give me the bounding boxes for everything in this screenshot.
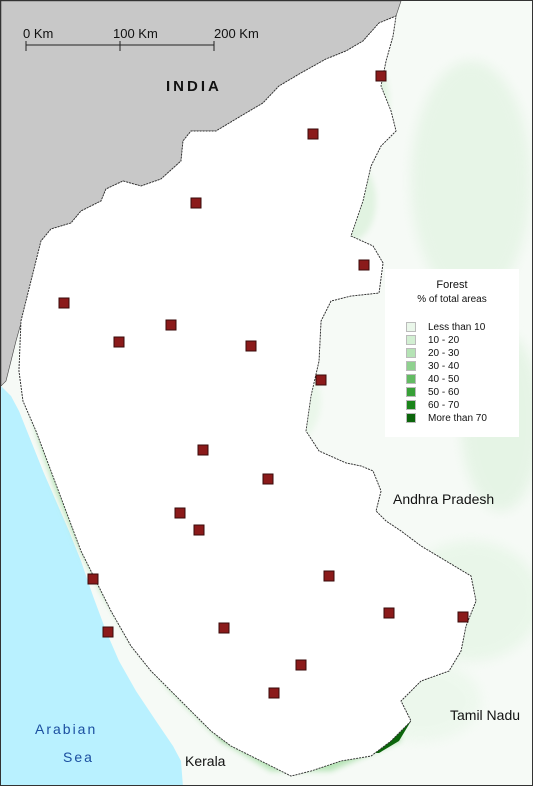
legend-item: More than 70 xyxy=(406,412,487,424)
city-marker xyxy=(190,197,202,209)
label-kerala: Kerala xyxy=(185,753,226,769)
legend-item: 10 - 20 xyxy=(406,334,459,346)
legend-swatch xyxy=(406,335,416,345)
legend-swatch xyxy=(406,348,416,358)
label-india: INDIA xyxy=(166,78,222,95)
city-marker xyxy=(268,687,280,699)
label-sea-1: Arabian xyxy=(35,721,97,737)
city-marker xyxy=(197,444,209,456)
legend-swatch xyxy=(406,322,416,332)
city-marker xyxy=(358,259,370,271)
label-andhra-pradesh: Andhra Pradesh xyxy=(393,491,494,507)
legend-label: 30 - 40 xyxy=(428,360,460,372)
legend-label: Less than 10 xyxy=(428,321,486,333)
city-marker xyxy=(295,659,307,671)
city-markers xyxy=(58,70,469,699)
legend-label: More than 70 xyxy=(428,412,487,424)
legend-item: 50 - 60 xyxy=(406,386,459,398)
city-marker xyxy=(307,128,319,140)
scale-tick-0: 0 Km xyxy=(23,26,53,41)
legend-label: 40 - 50 xyxy=(428,373,460,385)
city-marker xyxy=(323,570,335,582)
city-marker xyxy=(457,611,469,623)
label-tamil-nadu: Tamil Nadu xyxy=(450,707,520,723)
legend-item: 40 - 50 xyxy=(406,373,459,385)
city-marker xyxy=(245,340,257,352)
legend-swatch xyxy=(406,387,416,397)
legend-label: 50 - 60 xyxy=(428,386,460,398)
scale-bar: 0 Km 100 Km 200 Km xyxy=(23,26,259,51)
legend-swatch xyxy=(406,400,416,410)
city-marker xyxy=(218,622,230,634)
city-marker xyxy=(87,573,99,585)
city-marker xyxy=(375,70,387,82)
legend-item: Less than 10 xyxy=(406,321,485,333)
legend-subtitle: % of total areas xyxy=(417,294,487,305)
legend-label: 60 - 70 xyxy=(428,399,460,411)
city-marker xyxy=(262,473,274,485)
scale-tick-200: 200 Km xyxy=(214,26,259,41)
legend-label: 20 - 30 xyxy=(428,347,460,359)
city-marker xyxy=(58,297,70,309)
legend-swatch xyxy=(406,413,416,423)
legend-item: 20 - 30 xyxy=(406,347,459,359)
city-marker xyxy=(174,507,186,519)
legend-item: 30 - 40 xyxy=(406,360,459,372)
city-marker xyxy=(102,626,114,638)
arabian-sea xyxy=(1,386,183,785)
legend-swatch xyxy=(406,361,416,371)
scale-tick-100: 100 Km xyxy=(113,26,158,41)
legend-item: 60 - 70 xyxy=(406,399,459,411)
city-marker xyxy=(315,374,327,386)
city-marker xyxy=(383,607,395,619)
legend: Forest % of total areas Less than 10 10 -… xyxy=(385,269,519,437)
legend-label: 10 - 20 xyxy=(428,334,460,346)
city-marker xyxy=(113,336,125,348)
legend-swatch xyxy=(406,374,416,384)
city-marker xyxy=(193,524,205,536)
city-marker xyxy=(165,319,177,331)
label-sea-2: Sea xyxy=(63,749,94,765)
legend-title: Forest xyxy=(436,279,468,291)
